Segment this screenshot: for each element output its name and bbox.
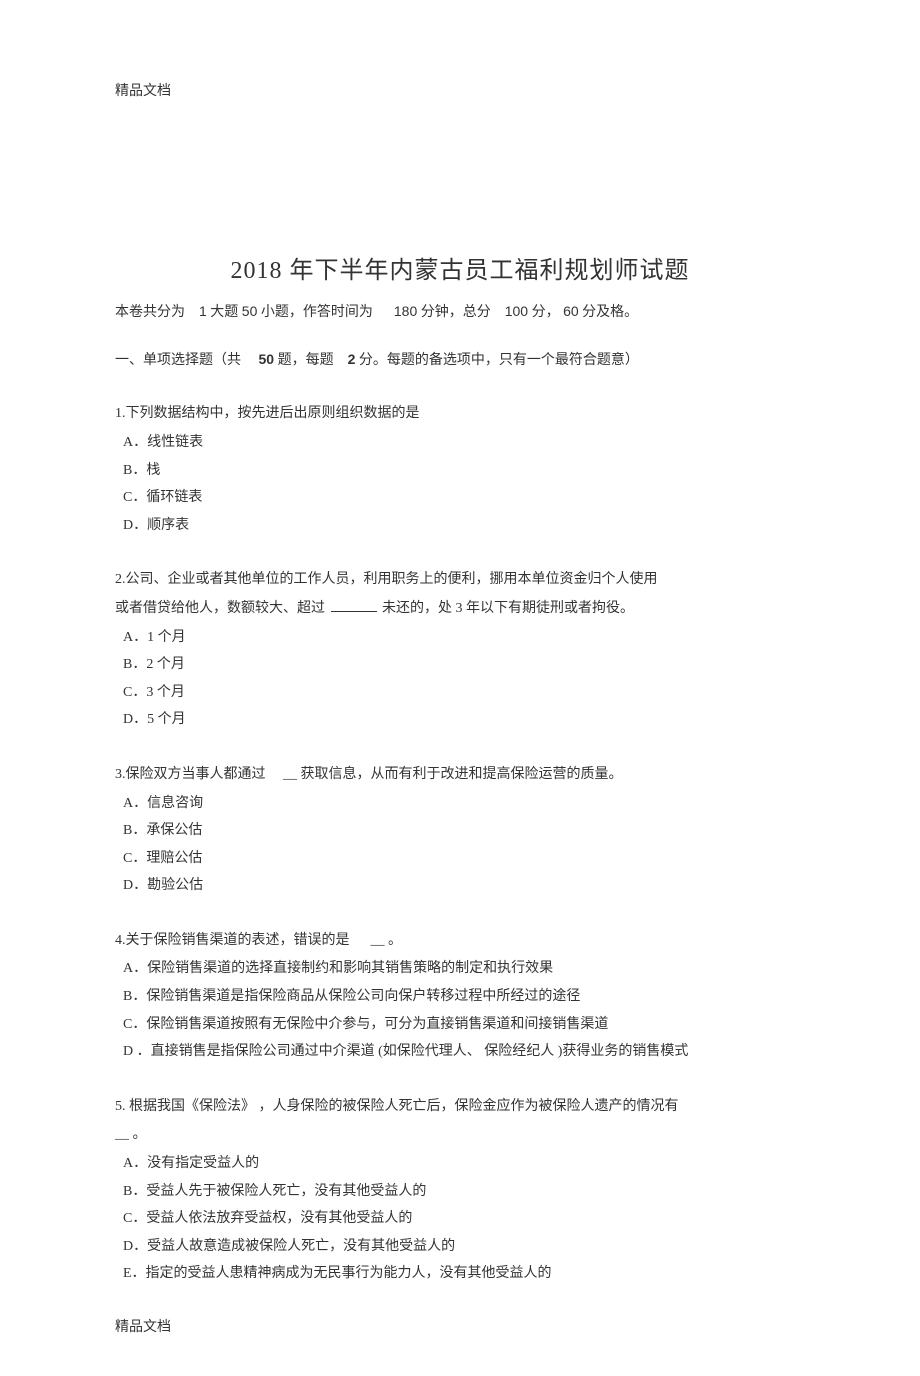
q2-stem2a: 或者借贷给他人，数额较大、超过 bbox=[115, 601, 329, 616]
q2-stem-line2: 或者借贷给他人，数额较大、超过 未还的，处 3 年以下有期徒刑或者拘役。 bbox=[115, 596, 805, 623]
exam-meta: 本卷共分为 1 大题 50 小题，作答时间为 180 分钟，总分 100 分， … bbox=[115, 299, 805, 325]
meta-total-suffix: 分， bbox=[532, 305, 560, 320]
meta-parts-label: 大题 bbox=[210, 305, 238, 320]
meta-subcount: 50 bbox=[242, 303, 258, 319]
question-4: 4.关于保险销售渠道的表述，错误的是 __ 。 A．保险销售渠道的选择直接制约和… bbox=[115, 928, 805, 1066]
q4-stem: 4.关于保险销售渠道的表述，错误的是 __ 。 bbox=[115, 928, 805, 955]
section-heading: 一、单项选择题（共 50 题，每题 2 分。每题的备选项中，只有一个最符合题意） bbox=[115, 347, 805, 373]
q1-option-c: C．循环链表 bbox=[115, 485, 805, 512]
meta-sub-label: 小题，作答时间为 bbox=[261, 305, 373, 320]
meta-parts-count: 1 bbox=[199, 303, 207, 319]
q1-option-b: B．栈 bbox=[115, 458, 805, 485]
q5-option-d: D．受益人故意造成被保险人死亡，没有其他受益人的 bbox=[115, 1234, 805, 1261]
section-count: 50 bbox=[259, 351, 275, 367]
meta-time: 180 bbox=[394, 303, 417, 319]
section-prefix: 一、单项选择题（共 bbox=[115, 353, 241, 368]
question-1: 1.下列数据结构中，按先进后出原则组织数据的是 A．线性链表 B．栈 C．循环链… bbox=[115, 401, 805, 539]
q3-stem-a: 3.保险双方当事人都通过 bbox=[115, 767, 266, 782]
q5-stem-b: 。 bbox=[133, 1127, 147, 1142]
q5-option-a: A．没有指定受益人的 bbox=[115, 1151, 805, 1178]
q4-option-c: C．保险销售渠道按照有无保险中介参与，可分为直接销售渠道和间接销售渠道 bbox=[115, 1012, 805, 1039]
q2-option-a: A．1 个月 bbox=[115, 625, 805, 652]
q4-stem-a: 4.关于保险销售渠道的表述，错误的是 bbox=[115, 933, 350, 948]
q3-stem-b: 获取信息，从而有利于改进和提高保险运营的质量。 bbox=[301, 767, 623, 782]
meta-pass: 60 bbox=[563, 303, 579, 319]
q3-stem: 3.保险双方当事人都通过 __ 获取信息，从而有利于改进和提高保险运营的质量。 bbox=[115, 762, 805, 789]
meta-total: 100 bbox=[505, 303, 528, 319]
meta-prefix: 本卷共分为 bbox=[115, 305, 185, 320]
question-5: 5. 根据我国《保险法》 ，人身保险的被保险人死亡后，保险金应作为被保险人遗产的… bbox=[115, 1094, 805, 1288]
q2-option-d: D．5 个月 bbox=[115, 707, 805, 734]
q4-option-d: D ．直接销售是指保险公司通过中介渠道 (如保险代理人、 保险经纪人 )获得业务… bbox=[115, 1039, 805, 1066]
q2-option-c: C．3 个月 bbox=[115, 680, 805, 707]
q3-option-b: B．承保公估 bbox=[115, 818, 805, 845]
q5-option-b: B．受益人先于被保险人死亡，没有其他受益人的 bbox=[115, 1179, 805, 1206]
section-suffix: 分。每题的备选项中，只有一个最符合题意） bbox=[359, 353, 639, 368]
q1-stem: 1.下列数据结构中，按先进后出原则组织数据的是 bbox=[115, 401, 805, 428]
section-mid: 题，每题 bbox=[278, 353, 334, 368]
question-2: 2.公司、企业或者其他单位的工作人员，利用职务上的便利，挪用本单位资金归个人使用… bbox=[115, 567, 805, 734]
meta-pass-suffix: 分及格。 bbox=[582, 305, 638, 320]
exam-title: 2018 年下半年内蒙古员工福利规划师试题 bbox=[115, 250, 805, 285]
question-3: 3.保险双方当事人都通过 __ 获取信息，从而有利于改进和提高保险运营的质量。 … bbox=[115, 762, 805, 900]
q2-option-b: B．2 个月 bbox=[115, 652, 805, 679]
q3-option-a: A．信息咨询 bbox=[115, 791, 805, 818]
q4-option-a: A．保险销售渠道的选择直接制约和影响其销售策略的制定和执行效果 bbox=[115, 956, 805, 983]
q4-option-b: B．保险销售渠道是指保险商品从保险公司向保户转移过程中所经过的途径 bbox=[115, 984, 805, 1011]
q5-stem-line2: __ 。 bbox=[115, 1122, 805, 1149]
meta-time-suffix: 分钟，总分 bbox=[421, 305, 491, 320]
q5-option-c: C．受益人依法放弃受益权，没有其他受益人的 bbox=[115, 1206, 805, 1233]
q5-stem-line1: 5. 根据我国《保险法》 ，人身保险的被保险人死亡后，保险金应作为被保险人遗产的… bbox=[115, 1094, 805, 1121]
q5-option-e: E．指定的受益人患精神病成为无民事行为能力人，没有其他受益人的 bbox=[115, 1261, 805, 1288]
q1-option-d: D．顺序表 bbox=[115, 513, 805, 540]
q5-blank: __ bbox=[115, 1127, 129, 1142]
section-pts: 2 bbox=[348, 351, 356, 367]
q2-stem2b: 未还的，处 3 年以下有期徒刑或者拘役。 bbox=[382, 601, 634, 616]
q3-blank: __ bbox=[283, 767, 297, 782]
q3-option-c: C．理赔公估 bbox=[115, 846, 805, 873]
q4-blank: __ bbox=[371, 933, 385, 948]
q3-option-d: D．勘验公估 bbox=[115, 873, 805, 900]
page-footer-label: 精品文档 bbox=[115, 1316, 805, 1336]
q4-stem-b: 。 bbox=[388, 933, 402, 948]
blank-underline bbox=[331, 598, 377, 612]
page-header-label: 精品文档 bbox=[115, 80, 805, 100]
q2-stem-line1: 2.公司、企业或者其他单位的工作人员，利用职务上的便利，挪用本单位资金归个人使用 bbox=[115, 567, 805, 594]
document-page: 精品文档 2018 年下半年内蒙古员工福利规划师试题 本卷共分为 1 大题 50… bbox=[0, 0, 920, 1376]
q1-option-a: A．线性链表 bbox=[115, 430, 805, 457]
